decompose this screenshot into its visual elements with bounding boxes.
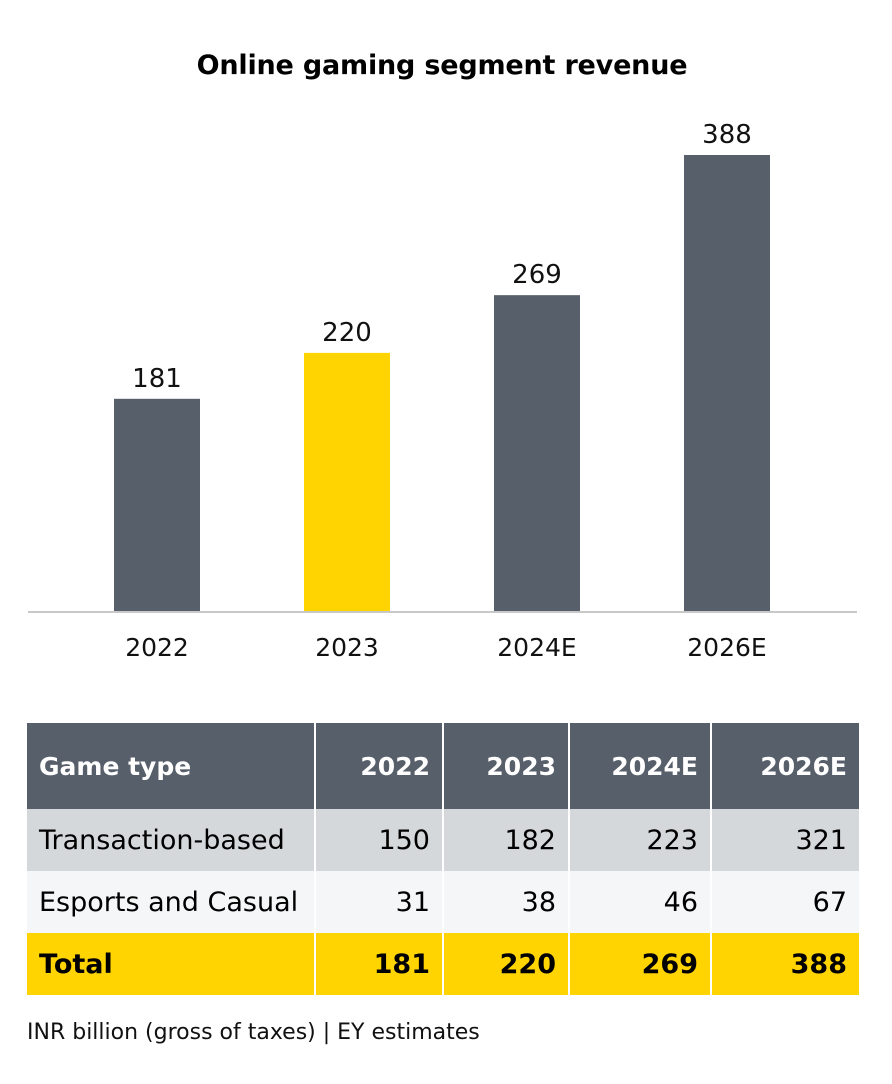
x-tick-label-2022: 2022: [125, 633, 189, 662]
x-tick-label-2024e: 2024E: [497, 633, 576, 662]
table-cell: 150: [315, 809, 444, 871]
table-cell: 220: [443, 933, 570, 995]
table-cell: 38: [443, 871, 570, 933]
bar-chart: 181 2022 220 2023 269 2024E 388 2026E: [28, 120, 857, 662]
table-row: Esports and Casual 31 38 46 67: [27, 871, 859, 933]
x-tick-label-2026e: 2026E: [687, 633, 766, 662]
bar-2024e: [494, 295, 580, 612]
header-2026e: 2026E: [711, 723, 859, 809]
header-2024e: 2024E: [569, 723, 712, 809]
table-cell: 31: [315, 871, 444, 933]
data-table: Game type 2022 2023 2024E 2026E Transact…: [27, 723, 859, 995]
table-cell: 181: [315, 933, 444, 995]
header-2023: 2023: [443, 723, 570, 809]
x-tick-label-2023: 2023: [315, 633, 379, 662]
table-cell: 321: [711, 809, 859, 871]
table-cell: 46: [569, 871, 712, 933]
table-cell: 388: [711, 933, 859, 995]
header-game-type: Game type: [27, 723, 316, 809]
data-label-2022: 181: [132, 364, 182, 394]
source-note: INR billion (gross of taxes) | EY estima…: [27, 1020, 480, 1045]
table-cell: Transaction-based: [27, 809, 316, 871]
header-2022: 2022: [315, 723, 444, 809]
table-header-row: Game type 2022 2023 2024E 2026E: [27, 723, 859, 809]
chart-title: Online gaming segment revenue: [196, 50, 688, 81]
table-row: Transaction-based 150 182 223 321: [27, 809, 859, 871]
bar-2023: [304, 352, 390, 612]
data-label-2023: 220: [322, 318, 372, 348]
table-cell: 269: [569, 933, 712, 995]
table-total-row: Total 181 220 269 388: [27, 933, 859, 995]
table-cell: Esports and Casual: [27, 871, 316, 933]
bar-2022: [114, 398, 200, 612]
bar-2026e: [684, 155, 770, 612]
data-label-2024e: 269: [512, 260, 562, 290]
bars-layer: 181 2022 220 2023 269 2024E 388 2026E: [114, 120, 770, 662]
table-cell: 182: [443, 809, 570, 871]
table-cell: 67: [711, 871, 859, 933]
table-cell: Total: [27, 933, 316, 995]
table-cell: 223: [569, 809, 712, 871]
data-label-2026e: 388: [702, 120, 752, 150]
